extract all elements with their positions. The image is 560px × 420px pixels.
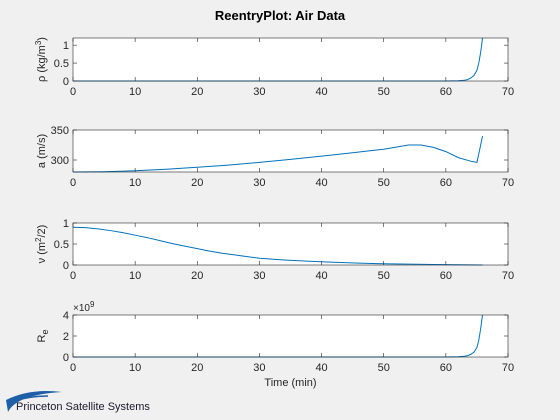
x-tick-label: 20 bbox=[191, 86, 203, 98]
x-tick-label: 40 bbox=[315, 362, 327, 374]
logo-text: Princeton Satellite Systems bbox=[16, 401, 150, 413]
figure-title: ReentryPlot: Air Data bbox=[215, 8, 346, 23]
subplot-1: 0 10 20 30 40 50 60 70 0 0.5 1 ρ (kg/m3) bbox=[34, 37, 514, 98]
plot-area bbox=[73, 130, 508, 172]
x-tick-label: 10 bbox=[129, 86, 141, 98]
x-tick-label: 50 bbox=[378, 270, 390, 282]
x-tick-label: 70 bbox=[502, 86, 514, 98]
subplot-4: 0 10 20 30 40 50 60 70 0 2 4 Re ×109 Time (min) bbox=[36, 300, 514, 389]
series-line-1 bbox=[72, 135, 484, 173]
logo-swoosh-icon bbox=[6, 391, 62, 412]
axes-box bbox=[72, 37, 509, 82]
x-tick-label: 60 bbox=[440, 177, 452, 189]
x-tick-label: 70 bbox=[502, 362, 514, 374]
x-tick-label: 0 bbox=[70, 270, 76, 282]
y-exponent-label: ×109 bbox=[73, 300, 95, 314]
x-tick-label: 40 bbox=[315, 86, 327, 98]
y-tick-label: 0.5 bbox=[54, 239, 69, 251]
x-tick-label: 40 bbox=[315, 177, 327, 189]
x-tick-label: 50 bbox=[378, 177, 390, 189]
x-tick-label: 20 bbox=[191, 362, 203, 374]
x-tick-label: 70 bbox=[502, 270, 514, 282]
x-tick-label: 70 bbox=[502, 177, 514, 189]
y-tick-label: 1 bbox=[63, 40, 69, 52]
logo-swoosh-accent-icon bbox=[9, 395, 49, 403]
x-tick-label: 10 bbox=[129, 270, 141, 282]
y-tick-label: 300 bbox=[51, 155, 69, 167]
y-tick-label: 0.5 bbox=[54, 58, 69, 70]
y-axis-label: ν (m2/2) bbox=[34, 225, 48, 264]
y-axis-label: Re bbox=[36, 330, 50, 343]
y-tick-label: 350 bbox=[51, 125, 69, 137]
y-tick-label: 4 bbox=[63, 310, 69, 322]
plot-area bbox=[73, 315, 508, 357]
x-tick-label: 0 bbox=[70, 362, 76, 374]
x-tick-label: 50 bbox=[378, 86, 390, 98]
axes-box bbox=[72, 129, 509, 173]
y-axis-label: a (m/s) bbox=[36, 134, 48, 168]
y-tick-label: 0 bbox=[63, 260, 69, 272]
x-tick-label: 50 bbox=[378, 362, 390, 374]
x-tick-label: 60 bbox=[440, 86, 452, 98]
y-axis-label: ρ (kg/m3) bbox=[34, 37, 48, 82]
x-axis-label: Time (min) bbox=[264, 377, 316, 389]
subplot-3: 0 10 20 30 40 50 60 70 0 0.5 1 ν (m2/2) bbox=[34, 218, 514, 282]
y-tick-label: 1 bbox=[63, 218, 69, 230]
x-tick-label: 60 bbox=[440, 270, 452, 282]
y-tick-label: 0 bbox=[63, 76, 69, 88]
x-tick-label: 0 bbox=[70, 86, 76, 98]
x-tick-label: 40 bbox=[315, 270, 327, 282]
y-tick-label: 0 bbox=[63, 352, 69, 364]
x-tick-label: 30 bbox=[253, 270, 265, 282]
x-tick-label: 30 bbox=[253, 362, 265, 374]
x-tick-label: 20 bbox=[191, 270, 203, 282]
pss-logo bbox=[6, 391, 62, 412]
x-tick-label: 10 bbox=[129, 177, 141, 189]
plot-area bbox=[73, 223, 508, 265]
y-tick-label: 2 bbox=[63, 331, 69, 343]
x-tick-label: 20 bbox=[191, 177, 203, 189]
plot-area bbox=[73, 38, 508, 81]
x-tick-label: 10 bbox=[129, 362, 141, 374]
x-tick-label: 60 bbox=[440, 362, 452, 374]
x-tick-label: 30 bbox=[253, 86, 265, 98]
x-tick-label: 30 bbox=[253, 177, 265, 189]
x-tick-label: 0 bbox=[70, 177, 76, 189]
